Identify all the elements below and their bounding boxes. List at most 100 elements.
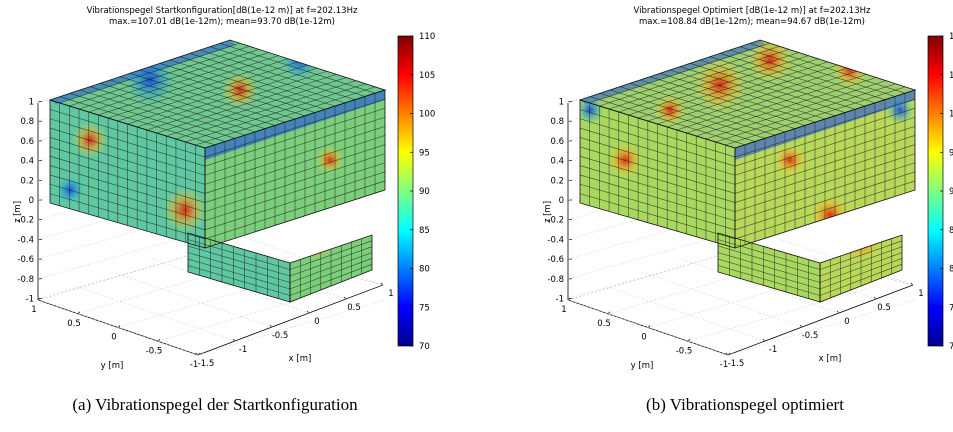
y-grid-line — [567, 244, 756, 301]
mesh-line — [729, 49, 886, 100]
colorbar-tick-label: 100 — [419, 110, 435, 120]
mesh-line — [717, 252, 821, 283]
mesh-line — [204, 107, 386, 167]
axis-line — [727, 284, 914, 356]
mesh-line — [49, 137, 206, 185]
colorbar-tick-label: 85 — [949, 226, 953, 236]
x-tick-label: 0.5 — [347, 303, 361, 313]
surface-spot — [607, 142, 643, 178]
face-edge — [578, 39, 917, 149]
z-tick-label: -1 — [26, 295, 34, 305]
face-edge — [289, 234, 373, 303]
subfigure: Vibrationspegel Optimiert [dB(1e-12 m)] … — [543, 6, 953, 414]
surface-spot — [654, 94, 686, 126]
mesh-line — [579, 109, 736, 158]
mesh-line — [699, 59, 856, 110]
mesh-line — [204, 153, 386, 212]
z-tick-label: 1 — [559, 98, 564, 108]
mesh-line — [209, 46, 366, 97]
x-tick-label: 0.5 — [877, 303, 891, 313]
z-tick-label: 1 — [29, 98, 34, 108]
z-tick-label: 0.8 — [550, 117, 564, 127]
surface-spot — [222, 72, 258, 108]
mesh-line — [819, 240, 903, 270]
z-tick-label: -0.6 — [547, 255, 564, 265]
mesh-line — [49, 118, 206, 167]
mesh-line — [819, 252, 903, 283]
mesh-line — [579, 127, 736, 176]
mesh-line — [49, 127, 206, 176]
mesh-line — [139, 69, 296, 120]
mesh-line — [734, 180, 916, 240]
y-axis-label: y [m] — [631, 361, 654, 371]
mesh-line — [679, 66, 836, 117]
z-tick-label: -1 — [556, 295, 564, 305]
mesh-line — [149, 66, 306, 117]
mesh-line — [204, 98, 386, 158]
mesh-line — [709, 56, 866, 107]
y-tick-label: -1 — [720, 360, 728, 370]
z-tick-label: 0 — [29, 196, 34, 206]
x-tick-label: -0.5 — [802, 331, 819, 341]
colorbar-tick-label: 75 — [949, 303, 953, 313]
mesh-line — [734, 98, 916, 158]
x-grid-line — [567, 299, 729, 356]
x-tick-label: -1.5 — [728, 359, 745, 369]
colorbar-tick-label: 70 — [949, 342, 953, 352]
z-axis-label: z [m] — [543, 201, 553, 223]
z-tick-label: -0.4 — [547, 235, 564, 245]
mesh-line — [734, 144, 916, 203]
mesh-line — [89, 86, 246, 136]
axis-line — [197, 284, 384, 356]
mesh-line — [49, 155, 206, 203]
mesh-line — [659, 73, 816, 123]
mesh-line — [739, 46, 896, 97]
x-tick-label: 1 — [388, 289, 393, 299]
y-grid-line — [687, 286, 876, 342]
mesh-line — [204, 162, 386, 222]
y-tick-label: 0 — [641, 333, 646, 343]
z-tick-label: -0.2 — [547, 216, 564, 226]
mesh-line — [59, 96, 216, 146]
caption: (a) Vibrationspegel der Startkonfigurati… — [72, 395, 358, 414]
colorbar-tick-label: 110 — [949, 32, 953, 42]
mesh-line — [289, 258, 373, 290]
mesh-line — [49, 193, 206, 240]
mesh-line — [49, 109, 206, 158]
x-grid-line — [641, 271, 803, 328]
y-tick-label: 1 — [561, 305, 566, 315]
z-tick-label: -0.8 — [17, 275, 34, 285]
mesh-line — [204, 126, 386, 185]
z-tick-label: 0.6 — [20, 137, 34, 147]
x-tick-label: 0 — [844, 317, 849, 327]
mesh-line — [619, 86, 776, 136]
mesh-line — [189, 53, 346, 104]
mesh-line — [719, 53, 876, 104]
surface-spot — [580, 96, 604, 124]
surface-spot — [832, 52, 868, 88]
mesh-line — [689, 63, 846, 113]
y-tick-label: 1 — [31, 305, 36, 315]
mesh-line — [734, 107, 916, 167]
surface-spot — [886, 96, 914, 124]
z-tick-label: 0.8 — [20, 117, 34, 127]
mesh-line — [49, 183, 206, 231]
mesh-line — [204, 116, 386, 176]
surface-spot — [774, 144, 806, 176]
z-tick-label: 0.4 — [550, 157, 564, 167]
colorbar-tick-label: 110 — [419, 32, 435, 42]
mesh-line — [734, 153, 916, 212]
mesh-line — [734, 135, 916, 194]
mesh — [578, 39, 917, 303]
mesh-line — [639, 79, 796, 129]
plot-subtitle: max.=108.84 dB(1e-12m); mean=94.67 dB(1e… — [639, 17, 865, 27]
mesh-line — [589, 96, 746, 146]
colorbar-tick-label: 70 — [419, 342, 430, 352]
mesh-line — [579, 155, 736, 203]
y-grid-line — [157, 286, 346, 342]
colorbar-tick-label: 95 — [419, 148, 430, 158]
mesh-line — [629, 83, 786, 133]
mesh-line — [169, 59, 326, 110]
y-axis-label: y [m] — [101, 361, 124, 371]
mesh-line — [579, 118, 736, 167]
